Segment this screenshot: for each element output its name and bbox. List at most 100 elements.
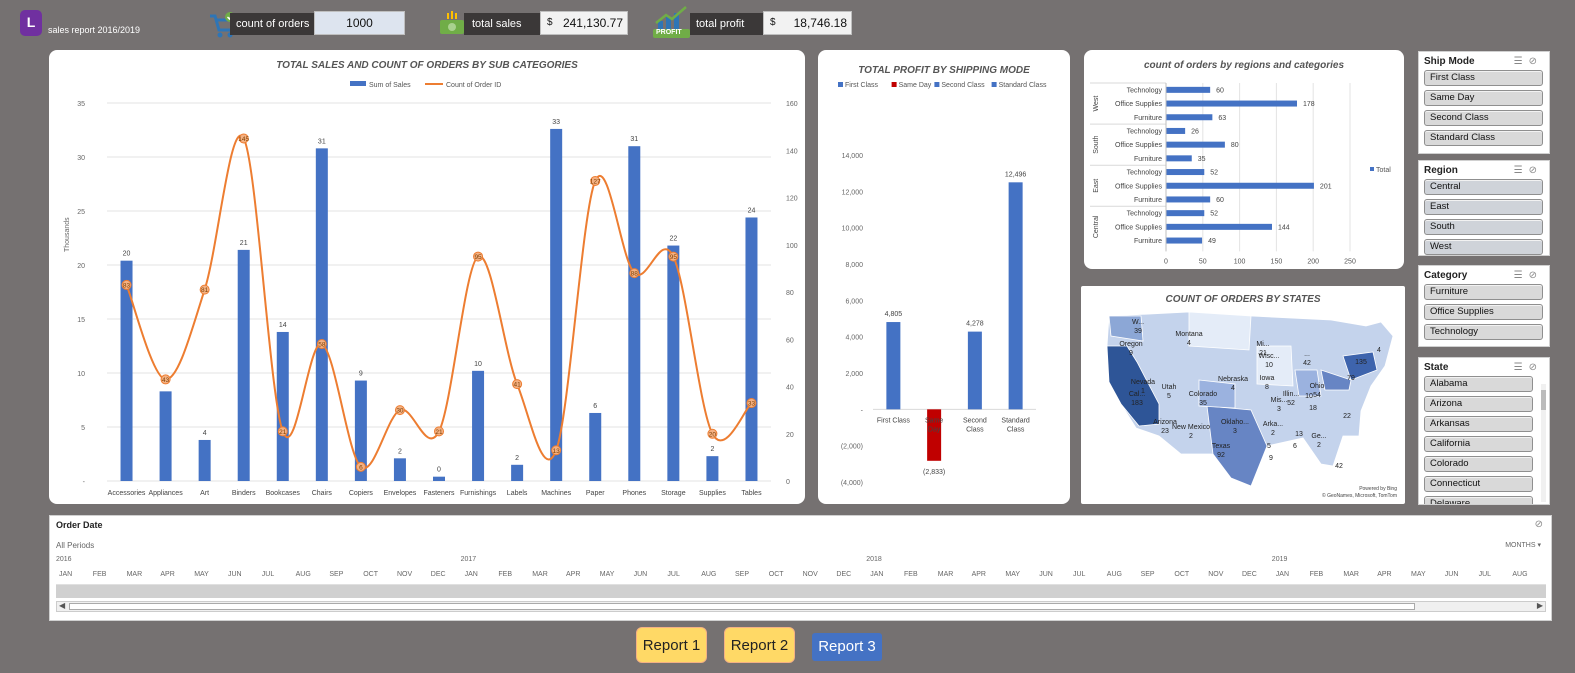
scroll-right-icon[interactable]: ▶ — [1536, 601, 1543, 610]
state-slicer-scrollbar[interactable] — [1541, 384, 1546, 502]
slicer-item[interactable]: Second Class — [1424, 110, 1543, 126]
timeline-month[interactable]: MAY — [194, 571, 209, 578]
timeline-month[interactable]: JUL — [1478, 571, 1492, 578]
y2-tick-label: 0 — [786, 479, 790, 486]
timeline-month[interactable]: NOV — [397, 571, 413, 578]
timeline-title: Order Date — [56, 520, 103, 530]
report-2-button[interactable]: Report 2 — [724, 627, 795, 663]
order-date-timeline: Order Date ⊘ All Periods MONTHS ▾ 2016 20… — [49, 515, 1552, 621]
timeline-month[interactable]: JUN — [633, 571, 648, 578]
timeline-month[interactable]: APR — [971, 571, 986, 578]
timeline-month[interactable]: JUL — [1073, 571, 1086, 578]
sales-bar — [354, 380, 367, 481]
slicer-item[interactable]: Standard Class — [1424, 130, 1543, 146]
region-bar — [1166, 223, 1272, 230]
subcategory-chart-panel[interactable]: TOTAL SALES AND COUNT OF ORDERS BY SUB C… — [49, 50, 805, 504]
kpi-orders-value[interactable]: 1000 — [314, 11, 405, 35]
region-bar — [1166, 100, 1298, 107]
timeline-month[interactable]: MAY — [1005, 571, 1021, 578]
timeline-unit-dropdown[interactable]: MONTHS ▾ — [1505, 541, 1541, 549]
slicer-item[interactable]: Delaware — [1424, 496, 1533, 504]
region-slicer-title: Region — [1424, 165, 1458, 176]
timeline-month[interactable]: JAN — [870, 571, 884, 578]
slicer-item[interactable]: Connecticut — [1424, 476, 1533, 492]
timeline-month[interactable]: JAN — [59, 571, 73, 578]
timeline-month[interactable]: DEC — [1242, 571, 1257, 578]
slicer-item[interactable]: Furniture — [1424, 284, 1543, 300]
timeline-month[interactable]: JUN — [1039, 571, 1053, 578]
timeline-month[interactable]: MAR — [1343, 571, 1359, 578]
x-tick-label: Appliances — [148, 490, 183, 497]
timeline-month[interactable]: SEP — [1140, 571, 1155, 578]
map-state-value: 54 — [1313, 392, 1321, 399]
timeline-month[interactable]: MAY — [1411, 571, 1426, 578]
timeline-month[interactable]: APR — [160, 571, 175, 578]
legend-swatch — [934, 82, 940, 87]
slicer-item[interactable]: Alabama — [1424, 376, 1533, 392]
timeline-month[interactable]: JUL — [667, 571, 680, 578]
timeline-month[interactable]: JAN — [464, 571, 478, 578]
slicer-item[interactable]: Colorado — [1424, 456, 1533, 472]
timeline-month[interactable]: MAR — [937, 571, 954, 578]
timeline-month[interactable]: AUG — [701, 571, 717, 578]
slicer-item[interactable]: East — [1424, 199, 1543, 215]
timeline-month[interactable]: DEC — [836, 571, 852, 578]
legend-label: Count of Order ID — [446, 82, 501, 89]
timeline-month[interactable]: AUG — [1512, 571, 1528, 578]
timeline-month[interactable]: MAR — [532, 571, 548, 578]
timeline-month[interactable]: SEP — [735, 571, 750, 578]
timeline-month[interactable]: MAR — [126, 571, 143, 578]
timeline-month[interactable]: APR — [1377, 571, 1392, 578]
timeline-month[interactable]: FEB — [1309, 571, 1324, 578]
slicer-item[interactable]: Arkansas — [1424, 416, 1533, 432]
slicer-item[interactable]: Central — [1424, 179, 1543, 195]
timeline-month[interactable]: FEB — [92, 571, 107, 578]
slicer-item[interactable]: California — [1424, 436, 1533, 452]
timeline-month[interactable]: OCT — [363, 571, 378, 578]
slicer-multiselect-icon[interactable]: ☰⊘ — [1513, 165, 1543, 176]
count-data-label: 6 — [359, 464, 363, 471]
map-state-value: 10 — [1265, 362, 1273, 369]
slicer-item[interactable]: Technology — [1424, 324, 1543, 340]
states-map-panel[interactable]: COUNT OF ORDERS BY STATES W... 39 Oregon 9 M… — [1081, 286, 1405, 504]
slicer-multiselect-icon[interactable]: ☰⊘ — [1513, 362, 1543, 373]
sales-data-label: 4 — [203, 430, 207, 437]
slicer-item[interactable]: West — [1424, 239, 1543, 255]
slicer-item[interactable]: Same Day — [1424, 90, 1543, 106]
sales-bar — [550, 128, 563, 482]
timeline-scrollbar[interactable]: ◀ ▶ — [56, 601, 1546, 612]
scroll-left-icon[interactable]: ◀ — [59, 601, 66, 610]
slicer-multiselect-icon[interactable]: ☰⊘ — [1513, 270, 1543, 281]
timeline-month[interactable]: FEB — [498, 571, 513, 578]
timeline-month[interactable]: JUN — [228, 571, 242, 578]
timeline-month[interactable]: NOV — [1208, 571, 1224, 578]
timeline-month[interactable]: MAY — [599, 571, 615, 578]
report-3-button[interactable]: Report 3 — [812, 633, 882, 661]
region-chart-panel[interactable]: count of orders by regions and categorie… — [1084, 50, 1404, 269]
timeline-month[interactable]: JUN — [1444, 571, 1459, 578]
timeline-month[interactable]: NOV — [802, 571, 818, 578]
slicer-item[interactable]: First Class — [1424, 70, 1543, 86]
timeline-month[interactable]: APR — [566, 571, 581, 578]
slicer-item[interactable]: South — [1424, 219, 1543, 235]
timeline-month[interactable]: AUG — [295, 571, 311, 578]
x-tick-label: Furnishings — [460, 490, 497, 497]
timeline-month[interactable]: JUL — [261, 571, 275, 578]
slicer-item[interactable]: Office Supplies — [1424, 304, 1543, 320]
report-1-button[interactable]: Report 1 — [636, 627, 707, 663]
region-bar — [1166, 237, 1203, 244]
timeline-month[interactable]: OCT — [768, 571, 784, 578]
timeline-clear-filter-icon[interactable]: ⊘ — [1534, 519, 1543, 530]
timeline-month[interactable]: DEC — [430, 571, 446, 578]
map-state-value: 9 — [1129, 350, 1133, 357]
timeline-month[interactable]: AUG — [1106, 571, 1122, 578]
timeline-month[interactable]: JAN — [1275, 571, 1290, 578]
shipping-chart-panel[interactable]: TOTAL PROFIT BY SHIPPING MODE (4,000) (2,… — [818, 50, 1070, 504]
timeline-month[interactable]: SEP — [329, 571, 344, 578]
timeline-scroll-thumb[interactable] — [69, 603, 1415, 610]
timeline-period-bar[interactable] — [56, 584, 1546, 598]
slicer-multiselect-icon[interactable]: ☰⊘ — [1513, 56, 1543, 67]
timeline-month[interactable]: FEB — [904, 571, 918, 578]
slicer-item[interactable]: Arizona — [1424, 396, 1533, 412]
timeline-month[interactable]: OCT — [1174, 571, 1190, 578]
